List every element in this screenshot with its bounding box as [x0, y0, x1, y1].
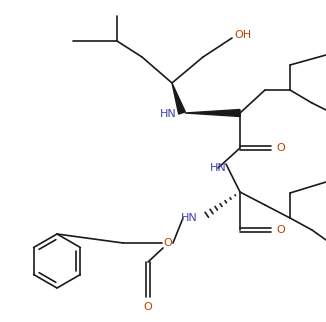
Text: OH: OH	[234, 30, 252, 40]
Polygon shape	[185, 109, 240, 117]
Text: O: O	[277, 225, 285, 235]
Text: O: O	[164, 238, 172, 248]
Text: HN: HN	[160, 109, 176, 119]
Polygon shape	[172, 83, 185, 114]
Text: O: O	[277, 143, 285, 153]
Text: HN: HN	[210, 163, 226, 173]
Text: O: O	[144, 302, 152, 312]
Text: HN: HN	[181, 213, 197, 223]
